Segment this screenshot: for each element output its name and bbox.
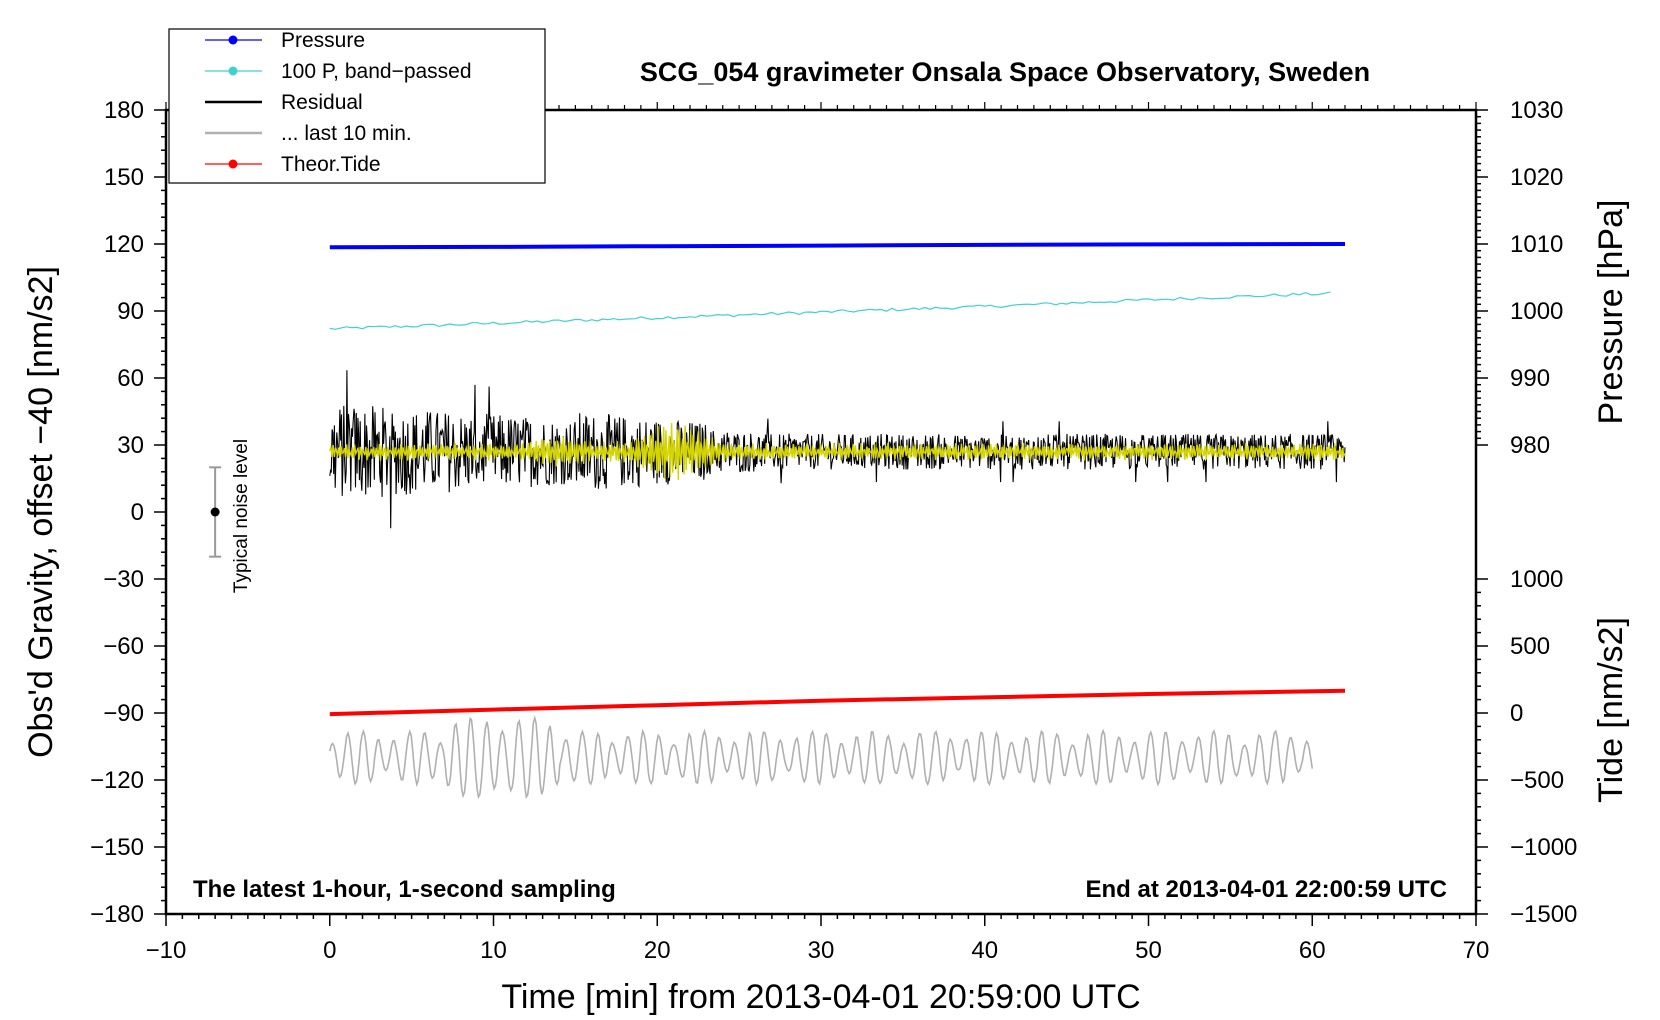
chart-title: SCG_054 gravimeter Onsala Space Observat… [640,57,1370,87]
tide-tick-label: 500 [1510,633,1550,660]
y-tick-label: −150 [90,834,144,861]
pressure-tick-label: 1030 [1510,97,1563,124]
annotation-sampling: The latest 1-hour, 1-second sampling [193,876,616,903]
residual-line [329,370,1346,529]
last-10-min-line [329,714,1314,800]
noise-level-indicator: Typical noise level [209,439,252,593]
legend-entry-label: Pressure [281,29,365,52]
tide-tick-label: 0 [1510,700,1523,727]
legend-box [168,28,546,184]
y-tick-label: 90 [117,298,144,325]
y-axis-title-left: Obs'd Gravity, offset −40 [nm/s2] [22,266,60,758]
band-passed-pressure-line [329,291,1331,330]
series-layer [329,242,1346,800]
y-tick-label: 180 [104,97,144,124]
y-tick-label: 150 [104,164,144,191]
residual-smoothed-line [329,422,1346,480]
y-axis-title-tide: Tide [nm/s2] [1592,617,1630,803]
pressure-tick-label: 990 [1510,365,1550,392]
x-tick-label: −10 [146,937,187,964]
x-tick-label: 30 [808,937,835,964]
x-tick-label: 0 [323,937,336,964]
y-tick-label: 120 [104,231,144,258]
x-tick-label: 20 [644,937,671,964]
y-tick-label: −120 [90,767,144,794]
pressure-tick-label: 1010 [1510,231,1563,258]
annotation-end-time: End at 2013-04-01 22:00:59 UTC [1086,876,1448,903]
pressure-tick-label: 1020 [1510,164,1563,191]
pressure-tick-label: 980 [1510,432,1550,459]
noise-bar-center-dot [210,507,220,517]
y-tick-label: −60 [103,633,144,660]
legend-marker-dot [228,66,238,76]
y-tick-label: −180 [90,901,144,928]
plot-frame [164,108,1478,916]
y-tick-label: −90 [103,700,144,727]
x-tick-label: 40 [971,937,998,964]
legend-marker-dot [228,35,238,45]
tide-tick-label: −500 [1510,767,1564,794]
pressure-line [329,242,1346,250]
y-tick-label: 60 [117,365,144,392]
label-layer: −10 0 10 20 30 40 50 60 70−180−150−120−90−60−300… [90,97,1577,964]
legend-marker-dot [228,159,238,169]
legend-entry-label: 100 P, band−passed [281,60,472,83]
tide-tick-label: −1500 [1510,901,1577,928]
x-tick-label: 50 [1135,937,1162,964]
x-axis-title: Time [min] from 2013-04-01 20:59:00 UTC [501,978,1140,1016]
legend: Pressure 100 P, band−passed Residual ... la… [168,28,546,184]
y-axis-title-pressure: Pressure [hPa] [1592,200,1630,425]
tick-layer [154,102,1488,926]
x-tick-label: 70 [1463,937,1490,964]
tide-tick-label: −1000 [1510,834,1577,861]
x-tick-label: 10 [480,937,507,964]
legend-entry-label: ... last 10 min. [281,122,412,145]
theoretical-tide-line [329,688,1346,717]
y-tick-label: −30 [103,566,144,593]
pressure-tick-label: 1000 [1510,298,1563,325]
noise-level-label: Typical noise level [231,439,252,593]
x-tick-label: 60 [1299,937,1326,964]
tide-tick-label: 1000 [1510,566,1563,593]
legend-entry-label: Residual [281,91,363,114]
y-tick-label: 0 [131,499,144,526]
legend-entry-label: Theor.Tide [281,153,381,176]
y-tick-label: 30 [117,432,144,459]
